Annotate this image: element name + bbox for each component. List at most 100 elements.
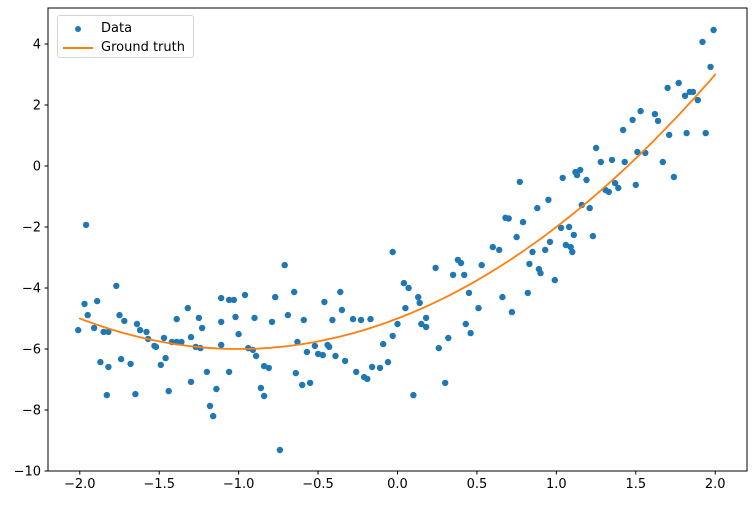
- scatter-series: [75, 26, 717, 454]
- scatter-point: [75, 326, 82, 334]
- scatter-point: [546, 238, 554, 246]
- data-marker-icon: [63, 25, 93, 32]
- scatter-point: [116, 311, 123, 319]
- scatter-point: [292, 369, 299, 377]
- scatter-point: [569, 248, 576, 256]
- scatter-point: [210, 412, 217, 420]
- scatter-point: [416, 299, 423, 307]
- y-tick-label: −8: [22, 404, 41, 419]
- scatter-point: [162, 354, 169, 362]
- scatter-point: [165, 387, 172, 395]
- scatter-point: [632, 181, 639, 189]
- scatter-point: [516, 178, 523, 186]
- scatter-point: [338, 306, 346, 314]
- scatter-point: [651, 110, 659, 118]
- scatter-point: [577, 166, 584, 174]
- scatter-point: [702, 129, 709, 137]
- scatter-point: [152, 343, 160, 351]
- y-tick-label: −2: [22, 221, 41, 236]
- scatter-point: [567, 243, 574, 251]
- scatter-point: [478, 261, 485, 269]
- scatter-point: [294, 338, 301, 346]
- scatter-point: [659, 158, 666, 166]
- scatter-point: [251, 314, 258, 322]
- scatter-point: [367, 315, 374, 323]
- scatter-point: [634, 148, 641, 156]
- scatter-point: [394, 320, 401, 328]
- scatter-point: [329, 316, 336, 324]
- scatter-point: [341, 357, 349, 365]
- scatter-point: [235, 330, 242, 338]
- scatter-point: [461, 271, 468, 279]
- scatter-point: [449, 271, 457, 279]
- scatter-point: [157, 361, 164, 369]
- scatter-point: [206, 402, 214, 410]
- ground-truth-curve: [78, 73, 717, 350]
- scatter-point: [578, 201, 585, 209]
- scatter-point: [405, 284, 412, 292]
- scatter-point: [143, 328, 150, 336]
- scatter-point: [300, 316, 307, 324]
- scatter-point: [225, 296, 233, 304]
- scatter-point: [311, 342, 319, 350]
- y-tick-label: 2: [33, 99, 41, 114]
- scatter-point: [218, 341, 225, 349]
- scatter-point: [389, 248, 396, 256]
- y-tick-label: −4: [22, 282, 41, 297]
- scatter-point: [132, 390, 139, 398]
- scatter-point: [121, 317, 128, 325]
- scatter-point: [268, 318, 276, 326]
- scatter-point: [445, 334, 452, 342]
- scatter-point: [611, 179, 619, 187]
- scatter-point: [465, 289, 473, 297]
- scatter-point: [689, 88, 697, 96]
- scatter-point: [160, 334, 168, 342]
- x-tick-label: 1.5: [625, 477, 646, 492]
- scatter-point: [376, 364, 384, 372]
- axes-spines: [47, 7, 748, 472]
- scatter-point: [565, 223, 573, 231]
- scatter-point: [605, 188, 612, 196]
- scatter-point: [529, 248, 536, 256]
- scatter-point: [103, 391, 111, 399]
- legend-label-ground-truth: Ground truth: [101, 40, 185, 55]
- scatter-point: [260, 392, 268, 400]
- scatter-point: [508, 308, 516, 316]
- scatter-point: [442, 379, 449, 387]
- ground-truth-line-icon: [63, 46, 93, 49]
- scatter-point: [410, 391, 417, 399]
- scatter-point: [326, 343, 333, 351]
- scatter-point: [710, 26, 717, 34]
- x-tick-label: 1.0: [546, 477, 567, 492]
- scatter-point: [321, 298, 328, 306]
- scatter-point: [303, 348, 311, 356]
- scatter-point: [364, 375, 371, 383]
- y-tick-label: 0: [33, 160, 41, 175]
- scatter-point: [559, 174, 566, 182]
- scatter-point: [681, 92, 689, 100]
- scatter-point: [505, 215, 512, 222]
- scatter-point: [90, 324, 98, 332]
- scatter-point: [353, 368, 360, 376]
- scatter-point: [542, 246, 549, 254]
- scatter-point: [534, 204, 541, 212]
- scatter-point: [683, 129, 690, 137]
- scatter-point: [332, 352, 339, 360]
- x-tick-label: 0.0: [387, 477, 408, 492]
- scatter-point: [306, 379, 314, 387]
- scatter-point: [187, 378, 195, 386]
- scatter-point: [586, 204, 593, 212]
- scatter-point: [615, 184, 622, 192]
- scatter-point: [94, 297, 101, 305]
- x-tick-label: −0.5: [302, 477, 334, 492]
- scatter-point: [589, 232, 597, 240]
- ground-truth-series: [78, 73, 717, 350]
- x-tick-label: −2.0: [64, 477, 96, 492]
- scatter-point: [257, 384, 265, 392]
- scatter-point: [81, 300, 88, 308]
- scatter-point: [173, 315, 180, 323]
- scatter-point: [524, 289, 531, 297]
- scatter-point: [526, 260, 533, 268]
